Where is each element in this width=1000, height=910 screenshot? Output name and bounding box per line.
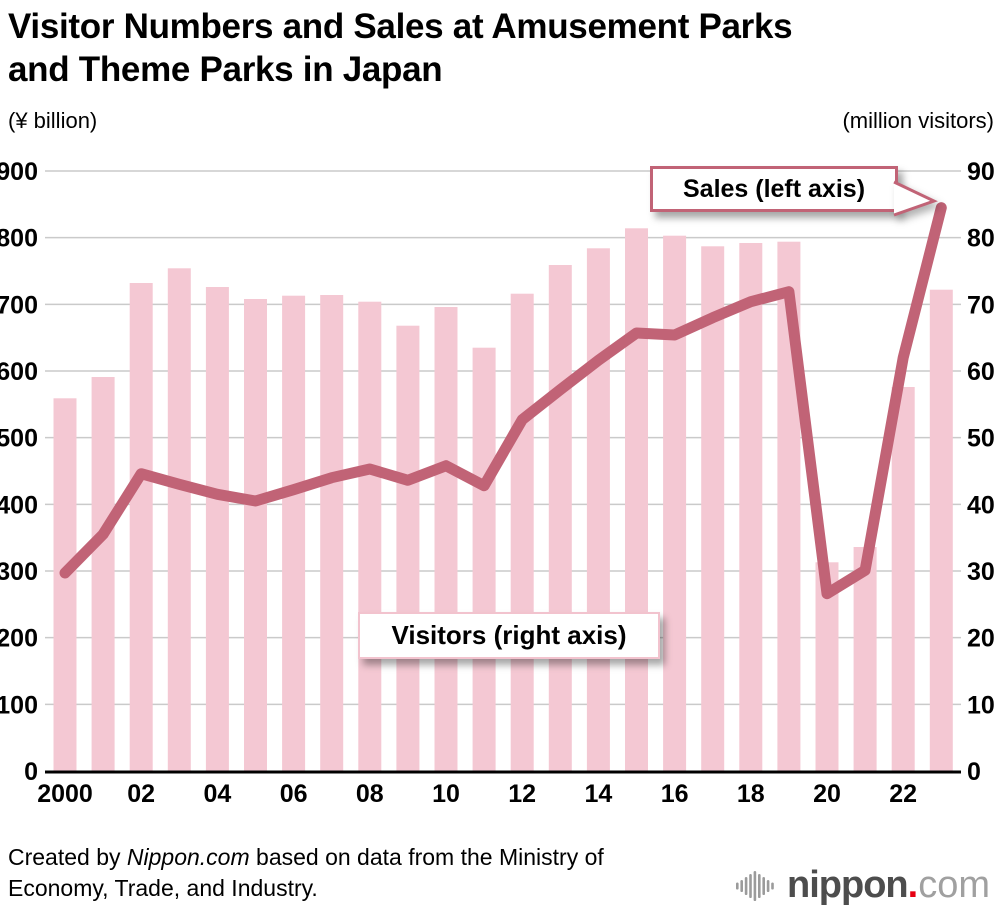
visitor-bar (396, 325, 420, 771)
credit-text: Created by Nippon.com based on data from… (8, 842, 604, 904)
visitor-bar (663, 235, 687, 771)
visitor-bar (244, 299, 267, 771)
svg-text:200: 200 (0, 625, 38, 653)
svg-text:10: 10 (432, 780, 460, 808)
svg-text:90: 90 (967, 158, 995, 186)
svg-text:20: 20 (967, 625, 995, 653)
svg-text:500: 500 (0, 425, 38, 453)
logo-red-dot: . (907, 864, 919, 906)
x-axis-ticks: 2000 02 04 06 08 10 12 14 16 18 20 22 (37, 780, 917, 808)
nippon-com-logo: nippon. com (736, 864, 990, 907)
visitor-bar (625, 228, 648, 772)
svg-text:0: 0 (24, 758, 38, 786)
visitor-bar (53, 398, 77, 771)
visitor-bar (891, 387, 915, 771)
svg-text:04: 04 (203, 780, 231, 808)
visitor-bar (853, 547, 877, 771)
visitor-bar (510, 293, 534, 771)
sales-series-label: Sales (left axis) (682, 174, 866, 203)
svg-text:16: 16 (661, 780, 689, 808)
svg-text:400: 400 (0, 491, 38, 519)
svg-text:100: 100 (0, 691, 38, 719)
left-axis-unit-label: (¥ billion) (8, 108, 98, 133)
svg-text:70: 70 (967, 291, 995, 319)
visitor-bar (815, 562, 839, 771)
svg-text:12: 12 (508, 780, 536, 808)
svg-text:600: 600 (0, 358, 38, 386)
visitor-bar (472, 347, 496, 771)
credit-prefix: Created by (8, 844, 127, 870)
svg-text:22: 22 (889, 780, 917, 808)
svg-text:2000: 2000 (37, 780, 93, 808)
left-axis-ticks: 0 100 200 300 400 500 600 700 800 900 (0, 158, 38, 786)
callout-pointer-icon (893, 180, 938, 217)
visitor-bar (739, 243, 763, 771)
logo-text-nippon: nippon (787, 864, 909, 906)
visitor-bar (358, 301, 382, 771)
svg-text:900: 900 (0, 158, 38, 186)
svg-text:60: 60 (967, 358, 995, 386)
visitors-series-label: Visitors (right axis) (391, 620, 627, 650)
right-axis-unit-label: (million visitors) (842, 108, 994, 133)
svg-text:800: 800 (0, 225, 38, 253)
svg-text:14: 14 (584, 780, 612, 808)
visitor-bar (129, 283, 153, 771)
svg-text:10: 10 (967, 691, 995, 719)
visitor-bar (586, 248, 610, 772)
soundwave-bars-icon (736, 870, 774, 901)
visitor-bar (548, 265, 572, 771)
credit-suffix: based on data from the Ministry of (249, 844, 604, 870)
svg-text:20: 20 (813, 780, 841, 808)
svg-text:300: 300 (0, 558, 38, 586)
svg-text:06: 06 (280, 780, 308, 808)
svg-text:50: 50 (967, 425, 995, 453)
visitor-bar (434, 307, 458, 771)
logo-text-com: com (918, 864, 990, 906)
svg-text:02: 02 (127, 780, 155, 808)
svg-text:30: 30 (967, 558, 995, 586)
svg-text:0: 0 (967, 758, 981, 786)
visitor-bar (320, 295, 344, 771)
credit-line-1: Created by Nippon.com based on data from… (8, 842, 604, 873)
page-title: Visitor Numbers and Sales at Amusement P… (8, 5, 978, 91)
svg-text:18: 18 (737, 780, 765, 808)
svg-text:700: 700 (0, 291, 38, 319)
visitor-bar (205, 287, 229, 771)
sales-series-label-callout: Sales (left axis) (650, 166, 938, 217)
title-line-2: and Theme Parks in Japan (8, 50, 443, 89)
visitor-bar (929, 289, 953, 771)
svg-text:08: 08 (356, 780, 384, 808)
credit-source-name: Nippon.com (126, 844, 250, 870)
sales-line (59, 202, 947, 600)
title-line-1: Visitor Numbers and Sales at Amusement P… (8, 7, 793, 46)
svg-text:40: 40 (967, 491, 995, 519)
visitor-bar (167, 268, 191, 771)
right-axis-ticks: 0 10 20 30 40 50 60 70 80 90 (967, 158, 995, 786)
visitors-series-label-callout: Visitors (right axis) (358, 612, 660, 659)
visitor-bar (282, 295, 306, 771)
visitor-bar (91, 377, 115, 771)
credit-line-2: Economy, Trade, and Industry. (8, 875, 318, 901)
svg-text:80: 80 (967, 225, 995, 253)
visitor-bar (701, 246, 725, 772)
